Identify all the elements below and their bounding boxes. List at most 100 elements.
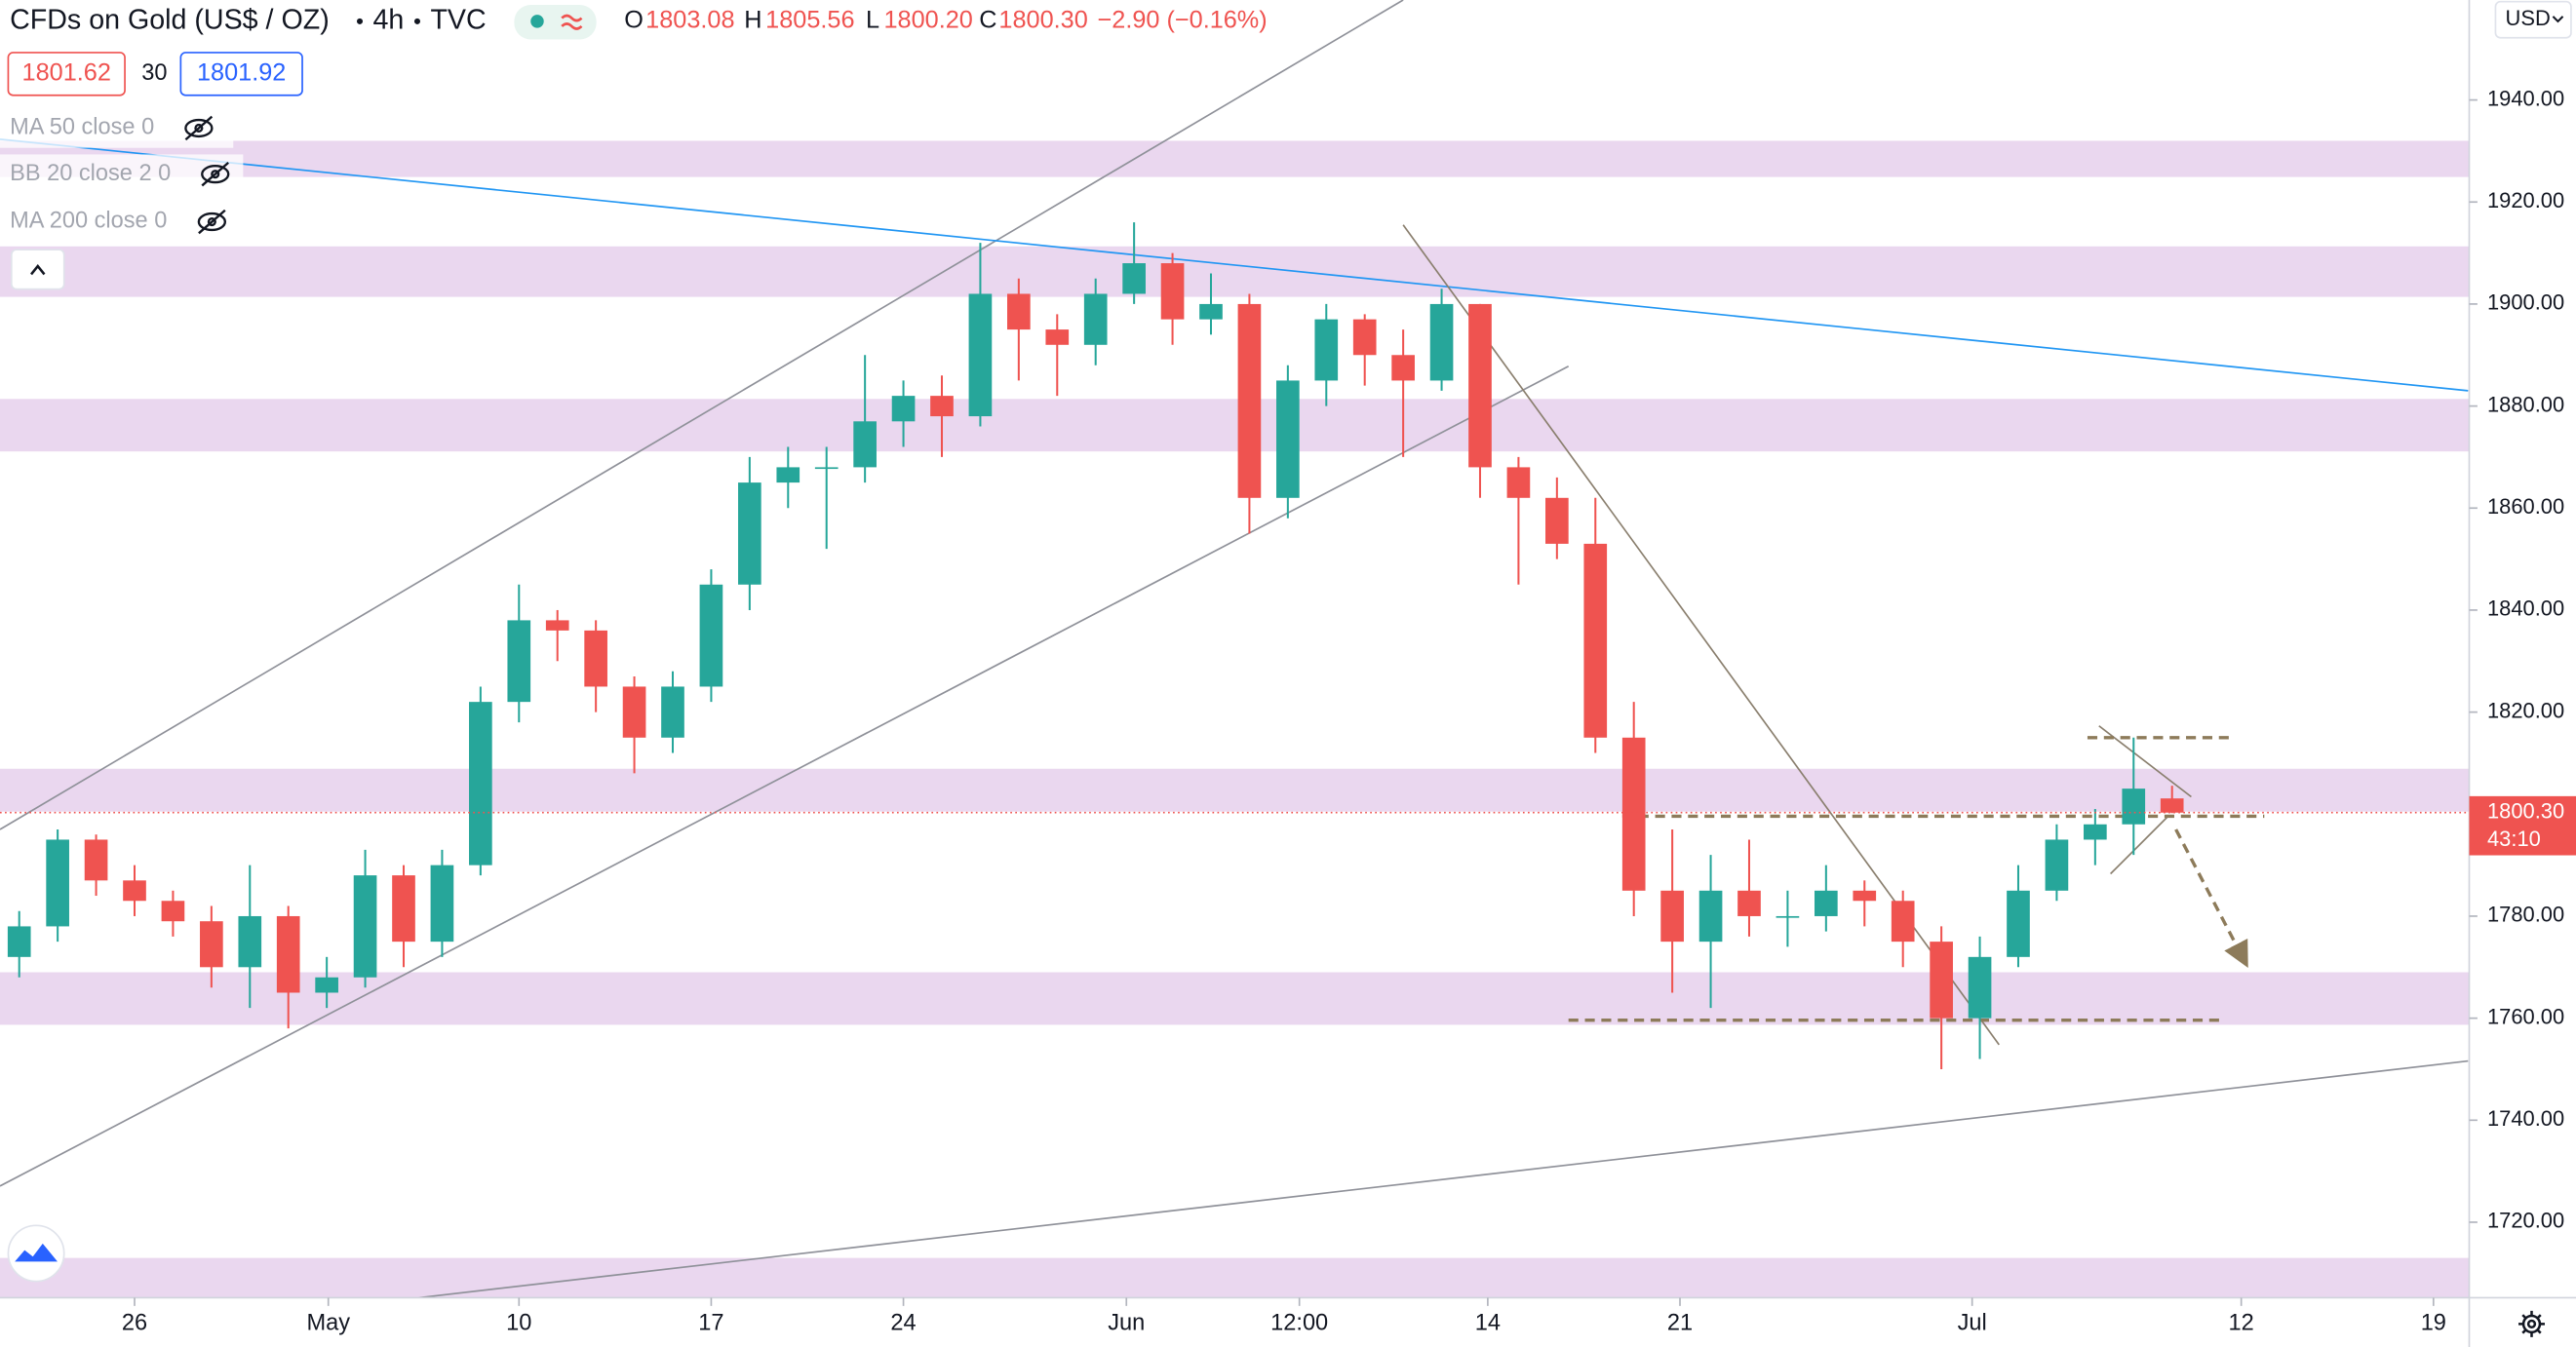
candle-body [1122, 263, 1146, 294]
y-tick-label: 1860.00 [2487, 494, 2564, 519]
ask-price[interactable]: 1801.92 [197, 59, 286, 87]
candle-body [1352, 319, 1377, 356]
last-price-badge [2469, 795, 2576, 856]
candle-body [584, 630, 607, 687]
candle-body [622, 686, 646, 738]
y-tick-label: 1720.00 [2487, 1209, 2564, 1233]
candle-body [1391, 355, 1415, 381]
candle-body [853, 421, 877, 468]
x-tick-label: 19 [2421, 1310, 2446, 1335]
candle-body [46, 839, 69, 927]
hidden-eye-icon[interactable] [197, 209, 227, 235]
chevron-up-icon [30, 264, 46, 276]
x-tick-label: 12 [2229, 1310, 2254, 1335]
ohlc-value: 1800.30 [998, 7, 1087, 34]
candle-body [738, 482, 761, 585]
data-delay-icon [561, 14, 583, 30]
candle-body [1160, 263, 1185, 320]
interval[interactable]: 4h [372, 4, 404, 35]
x-tick-label: May [306, 1310, 350, 1335]
currency-label[interactable]: USD [2506, 6, 2551, 30]
hidden-eye-icon[interactable] [184, 115, 214, 141]
indicator-label[interactable]: MA 50 close 0 [10, 114, 154, 139]
ohlc-key: C [979, 7, 996, 34]
x-tick-label: 12:00 [1270, 1310, 1328, 1335]
candle-body [2045, 839, 2069, 891]
candle-body [1237, 303, 1262, 498]
candle-body [469, 702, 492, 866]
tradingview-logo[interactable] [7, 1224, 65, 1283]
candle-body [1621, 737, 1646, 891]
candle-body [2122, 789, 2146, 825]
ohlc-value: 1805.56 [765, 7, 854, 34]
hidden-eye-icon[interactable] [201, 161, 230, 187]
indicator-label[interactable]: MA 200 close 0 [10, 208, 167, 233]
currency-button[interactable] [2494, 0, 2572, 39]
zone [0, 246, 2470, 297]
x-tick-label: Jul [1958, 1310, 1987, 1335]
dashed-drawing [2174, 828, 2248, 969]
bid-price[interactable]: 1801.62 [22, 59, 111, 87]
candle-body [1660, 890, 1684, 943]
candle-body [891, 396, 916, 422]
ohlc-value: 1800.20 [884, 7, 973, 34]
separator-dot [356, 18, 364, 24]
market-open-dot [530, 15, 544, 28]
candle-body [1045, 329, 1070, 345]
y-tick-label: 1880.00 [2487, 392, 2564, 416]
candle-body [930, 396, 954, 417]
candle-body [2160, 798, 2184, 813]
indicator-label[interactable]: BB 20 close 2 0 [10, 160, 171, 185]
trend-line [2110, 815, 2169, 875]
plot-area [0, 0, 2470, 1298]
candle-body [1429, 303, 1454, 381]
candle-body [430, 865, 454, 943]
buy-button[interactable] [179, 52, 303, 96]
candle-body [161, 901, 185, 922]
candle-body [1468, 303, 1492, 468]
separator-dot [413, 18, 421, 24]
symbol-title: CFDs on Gold (US$ / OZ) [10, 4, 330, 35]
candle-body [2084, 824, 2107, 840]
trend-line [0, 0, 1404, 830]
zone [0, 768, 2470, 812]
candle-body [968, 293, 993, 417]
x-tick-label: 17 [698, 1310, 723, 1335]
y-tick-label: 1900.00 [2487, 290, 2564, 315]
y-tick-label: 1740.00 [2487, 1106, 2564, 1131]
trend-line [2098, 725, 2192, 798]
candle-body [1776, 915, 1800, 918]
candle-body [699, 584, 723, 687]
y-tick-label: 1920.00 [2487, 188, 2564, 212]
x-tick-label: 14 [1475, 1310, 1501, 1335]
candle-body [123, 880, 146, 902]
candle-body [1083, 293, 1108, 345]
candle-body [661, 686, 684, 738]
x-tick-label: 26 [122, 1310, 147, 1335]
x-tick-label: 21 [1667, 1310, 1693, 1335]
candle-body [776, 467, 800, 483]
candle-body [1545, 497, 1569, 544]
candle-body [238, 915, 262, 968]
y-tick-label: 1940.00 [2487, 86, 2564, 110]
candle-body [1968, 956, 1992, 1019]
market-status-pill[interactable] [514, 5, 597, 40]
collapse-button[interactable] [10, 249, 65, 290]
candle-body [84, 839, 108, 881]
candle-body [814, 467, 839, 470]
candle-body [315, 977, 338, 993]
x-tick-label: 10 [506, 1310, 531, 1335]
candle-body [2007, 890, 2030, 957]
price-change: −2.90 (−0.16%) [1098, 7, 1268, 34]
candle-body [1891, 901, 1915, 943]
y-tick-label: 1760.00 [2487, 1004, 2564, 1028]
sell-button[interactable] [7, 52, 126, 96]
candle-body [1276, 380, 1300, 498]
zone [0, 399, 2470, 452]
settings-gear-icon[interactable] [2518, 1310, 2545, 1337]
ohlc-value: 1803.08 [645, 7, 734, 34]
candle-body [507, 620, 531, 703]
